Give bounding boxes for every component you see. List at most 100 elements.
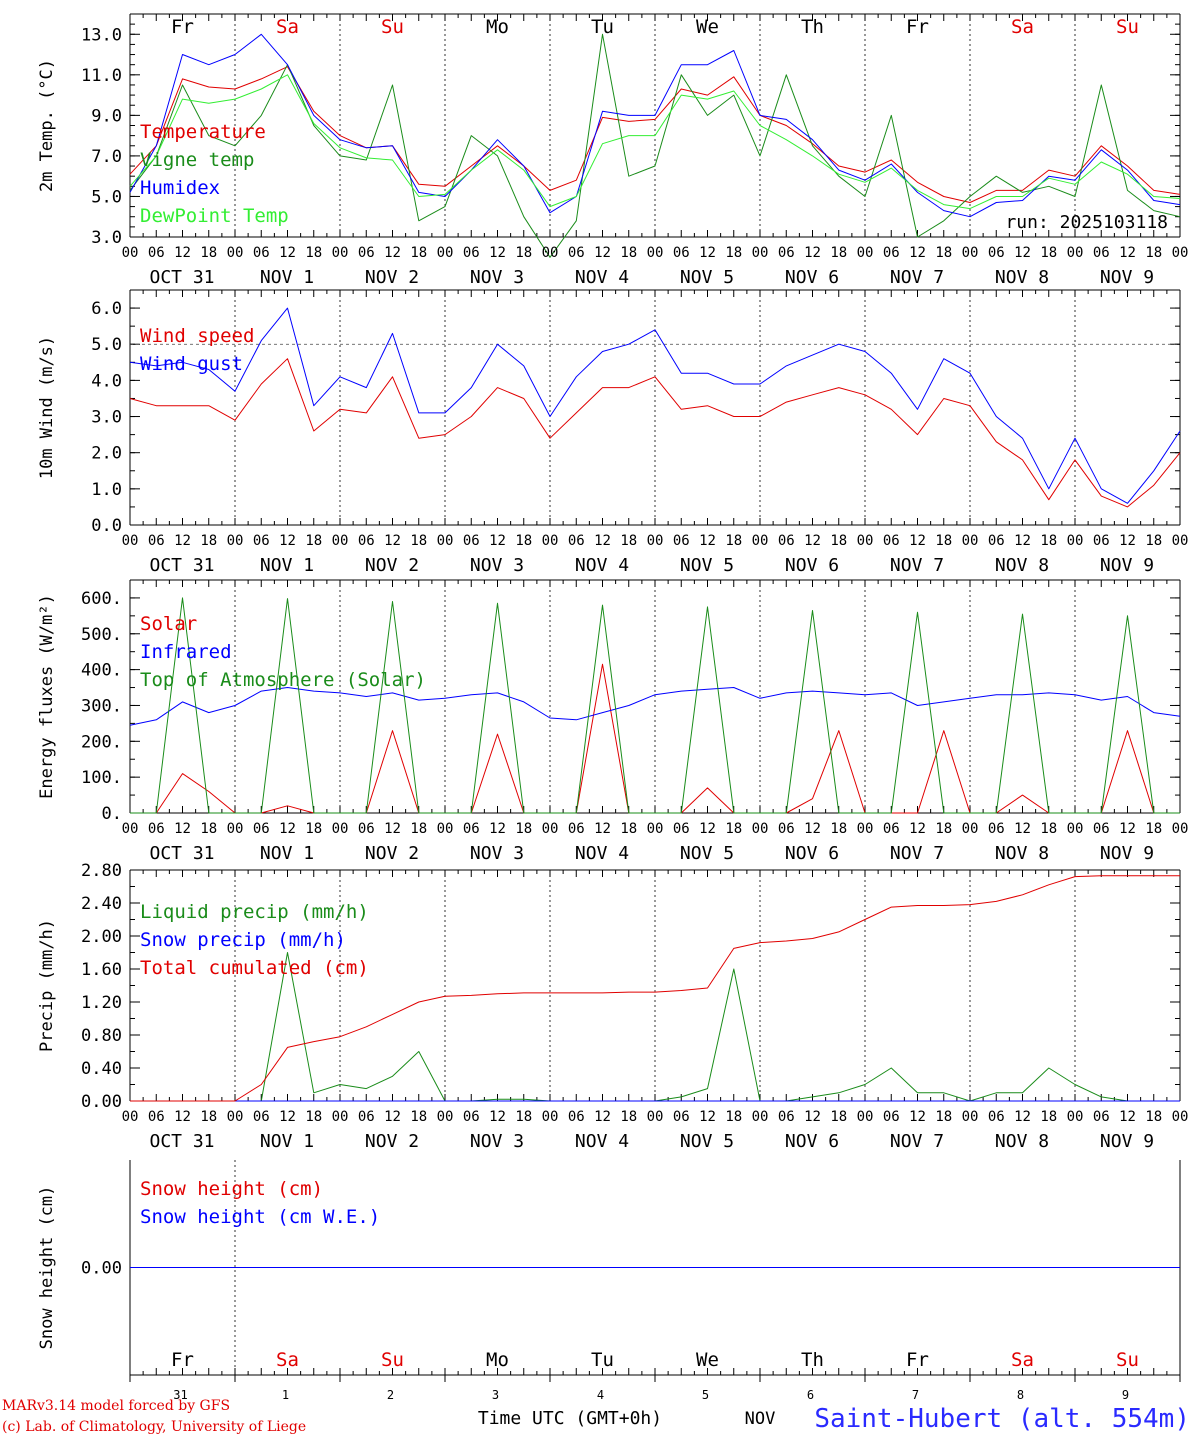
bottom-day-name: Su	[381, 1349, 404, 1371]
panel2-y-tick-label: 6.0	[91, 299, 122, 319]
panel4-y-tick-label: 0.80	[81, 1026, 122, 1046]
top-day-name: Sa	[1011, 16, 1034, 38]
panel1-date-label: NOV 6	[785, 267, 839, 288]
panel4-hour-label: 12	[804, 1109, 821, 1125]
panel4-hour-label: 12	[909, 1109, 926, 1125]
panel4-hour-label: 00	[962, 1109, 979, 1125]
panel2-y-tick-label: 4.0	[91, 371, 122, 391]
panel1-date-label: NOV 7	[890, 267, 944, 288]
panel2-y-tick-label: 2.0	[91, 444, 122, 464]
bottom-day-number: 3	[492, 1388, 499, 1402]
panel3-series-top-of-atmosphere-solar-	[130, 597, 1180, 814]
panel1-series-temperature	[129, 66, 1181, 203]
panel2-date-label: NOV 9	[1100, 555, 1154, 576]
panel5-y-axis-title: Snow height (cm)	[37, 1186, 57, 1350]
panel4-hour-label: 06	[358, 1109, 375, 1125]
panel4-legend-entry: Liquid precip (mm/h)	[140, 901, 369, 923]
panel1-hour-label: 06	[463, 245, 480, 261]
panel1-hour-label: 00	[542, 245, 559, 261]
panel1-hour-label: 12	[1014, 245, 1031, 261]
panel2-hour-label: 18	[515, 533, 532, 549]
panel1-hour-label: 18	[620, 245, 637, 261]
panel2-y-tick-label: 5.0	[91, 335, 122, 355]
panel1-series-humidex	[129, 33, 1181, 218]
panel4-hour-label: 18	[935, 1109, 952, 1125]
panel2-hour-label: 12	[1119, 533, 1136, 549]
panel1-hour-label: 00	[962, 245, 979, 261]
panel1-hour-label: 06	[883, 245, 900, 261]
panel2-hour-label: 00	[437, 533, 454, 549]
panel2-hour-label: 06	[1093, 533, 1110, 549]
panel2-hour-label: 00	[227, 533, 244, 549]
panel1-y-tick-label: 13.0	[81, 25, 122, 45]
panel2-date-label: OCT 31	[149, 555, 214, 576]
panel3-date-label: NOV 7	[890, 843, 944, 864]
panel1-date-label: OCT 31	[149, 267, 214, 288]
panel1-legend-entry: Temperature	[140, 121, 266, 143]
panel2-hour-label: 18	[935, 533, 952, 549]
panel3-y-tick-label: 600.	[81, 589, 122, 609]
panel3-hour-label: 18	[200, 821, 217, 837]
panel3-hour-label: 06	[778, 821, 795, 837]
panel4-date-label: NOV 2	[365, 1131, 419, 1152]
panel2-date-label: NOV 5	[680, 555, 734, 576]
panel3-series-infrared	[129, 687, 1181, 726]
panel2-hour-label: 18	[1145, 533, 1162, 549]
panel1-hour-label: 06	[778, 245, 795, 261]
bottom-day-number: 6	[807, 1388, 814, 1402]
panel1-y-tick-label: 11.0	[81, 66, 122, 86]
panel4-hour-label: 00	[227, 1109, 244, 1125]
panel2-hour-label: 18	[725, 533, 742, 549]
panel2-date-label: NOV 1	[260, 555, 314, 576]
top-day-name: Fr	[171, 16, 194, 38]
panel1-hour-label: 06	[358, 245, 375, 261]
panel1-hour-label: 18	[410, 245, 427, 261]
panel3-hour-label: 12	[699, 821, 716, 837]
panel4-hour-label: 12	[279, 1109, 296, 1125]
panel1-date-label: NOV 8	[995, 267, 1049, 288]
panel2-hour-label: 12	[594, 533, 611, 549]
bottom-day-number: 4	[597, 1388, 604, 1402]
panel2-y-axis-title: 10m Wind (m/s)	[37, 336, 57, 479]
panel3-date-label: NOV 6	[785, 843, 839, 864]
panel2-hour-label: 12	[279, 533, 296, 549]
panel1-y-tick-label: 9.0	[91, 106, 122, 126]
panel1-hour-label: 00	[857, 245, 874, 261]
panel3-date-label: NOV 1	[260, 843, 314, 864]
panel4-hour-label: 06	[253, 1109, 270, 1125]
panel2-date-label: NOV 3	[470, 555, 524, 576]
panel3-y-tick-label: 0.	[102, 804, 122, 824]
panel3-date-label: OCT 31	[149, 843, 214, 864]
bottom-day-name: Fr	[171, 1349, 194, 1371]
panel3-legend-entry: Solar	[140, 613, 197, 635]
panel1-y-tick-label: 5.0	[91, 187, 122, 207]
panel1-hour-label: 06	[568, 245, 585, 261]
panel3-hour-label: 00	[542, 821, 559, 837]
panel4-hour-label: 00	[437, 1109, 454, 1125]
panel3-hour-label: 12	[909, 821, 926, 837]
panel3-date-label: NOV 3	[470, 843, 524, 864]
bottom-day-number: 5	[702, 1388, 709, 1402]
panel4-hour-label: 12	[174, 1109, 191, 1125]
top-day-name: Su	[1116, 16, 1139, 38]
panel2-hour-label: 12	[489, 533, 506, 549]
panel2-hour-label: 06	[148, 533, 165, 549]
panel3-hour-label: 12	[174, 821, 191, 837]
bottom-day-name: Sa	[1011, 1349, 1034, 1371]
panel3-date-label: NOV 4	[575, 843, 629, 864]
panel4-y-tick-label: 0.00	[81, 1092, 122, 1112]
panel3-hour-label: 06	[148, 821, 165, 837]
panel1-series-vigne-temp	[129, 33, 1181, 258]
panel4-date-label: NOV 8	[995, 1131, 1049, 1152]
panel2-series-wind-gust	[129, 307, 1181, 504]
panel3-date-label: NOV 9	[1100, 843, 1154, 864]
panel5-legend-entry: Snow height (cm)	[140, 1178, 323, 1200]
panel4-y-tick-label: 2.40	[81, 894, 122, 914]
panel2-hour-label: 00	[752, 533, 769, 549]
top-day-name: Th	[801, 16, 824, 38]
panel3-hour-label: 12	[1119, 821, 1136, 837]
panel1-hour-label: 06	[1093, 245, 1110, 261]
panel1-hour-label: 18	[515, 245, 532, 261]
panel3-hour-label: 00	[647, 821, 664, 837]
top-day-name: Tu	[591, 16, 614, 38]
